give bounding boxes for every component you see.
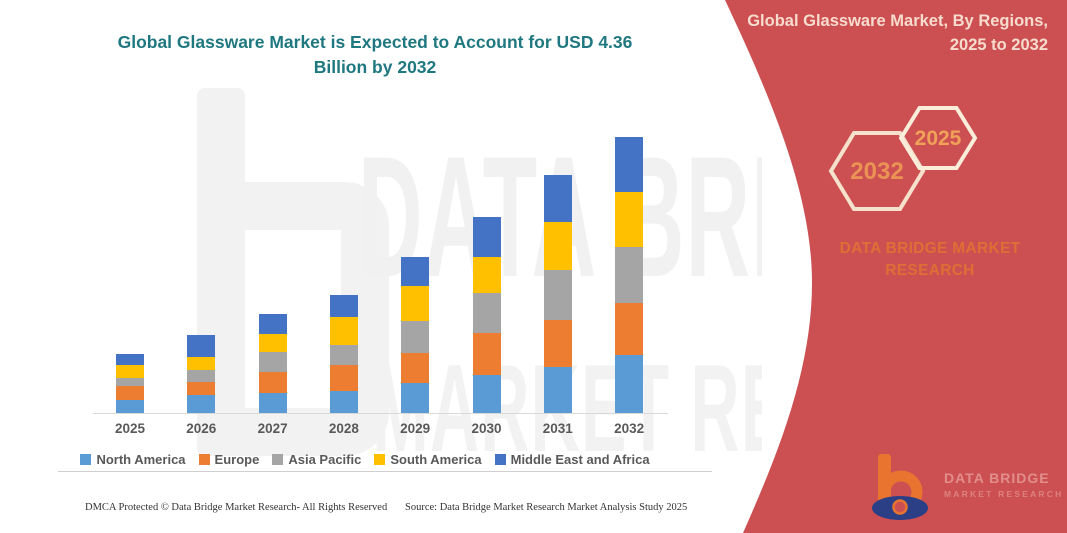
bar-segment-europe-2026 xyxy=(187,381,216,396)
x-tick-2026: 2026 xyxy=(186,421,217,436)
legend-item-north-america: North America xyxy=(80,452,186,467)
bar-segment-south-america-2031 xyxy=(543,221,572,270)
bar-segment-north-america-2025 xyxy=(116,399,144,413)
legend-swatch-europe xyxy=(198,454,210,465)
bar-segment-asia-pacific-2030 xyxy=(472,293,501,334)
bar-segment-north-america-2026 xyxy=(187,395,216,413)
x-tick-2025: 2025 xyxy=(114,421,146,436)
x-tick-2028: 2028 xyxy=(328,421,359,436)
hexagon-2032-label: 2032 xyxy=(850,158,903,185)
bar-segment-north-america-2027 xyxy=(258,392,287,413)
x-axis-line xyxy=(93,413,668,414)
legend-swatch-north-america xyxy=(80,454,92,465)
x-tick-2032: 2032 xyxy=(614,421,645,436)
databridge-logo-icon xyxy=(872,454,928,520)
x-tick-2031: 2031 xyxy=(542,421,573,436)
bar-segment-asia-pacific-2028 xyxy=(329,344,358,365)
legend-swatch-asia-pacific xyxy=(272,454,284,465)
bar-segment-middle-east-and-africa-2027 xyxy=(258,313,287,334)
legend-label-asia-pacific: Asia Pacific xyxy=(288,452,362,467)
x-tick-2029: 2029 xyxy=(400,421,431,436)
legend-label-middle-east-and-africa: Middle East and Africa xyxy=(510,452,650,467)
bar-segment-europe-2027 xyxy=(258,371,287,393)
hexagon-2025-label: 2025 xyxy=(915,127,962,150)
bar-segment-asia-pacific-2025 xyxy=(116,378,144,387)
hexagon-2032-outline xyxy=(828,131,926,211)
footer-divider xyxy=(58,471,712,472)
side-panel-background xyxy=(725,0,1067,533)
bar-segment-middle-east-and-africa-2026 xyxy=(187,334,216,357)
bar-segment-europe-2025 xyxy=(116,386,144,400)
legend-label-europe: Europe xyxy=(214,452,260,467)
plot-area: 2025 2026 2027 2028 2029 2030 2031 2032 xyxy=(93,137,668,436)
bar-segment-south-america-2030 xyxy=(472,257,501,294)
legend-item-asia-pacific: Asia Pacific xyxy=(272,452,361,467)
chart-title: Global Glassware Market is Expected to A… xyxy=(117,32,633,77)
bar-segment-north-america-2030 xyxy=(472,375,501,413)
chart-legend: North America Europe Asia Pacific South Ame… xyxy=(50,452,680,467)
bar-segment-middle-east-and-africa-2030 xyxy=(472,217,501,258)
source-text: Source: Data Bridge Market Research Mark… xyxy=(405,502,688,513)
logo-wordmark: DATA BRIDGE MARKET RESEARCH xyxy=(944,470,1063,499)
bar-segment-south-america-2032 xyxy=(615,192,644,248)
bar-segment-south-america-2028 xyxy=(329,316,358,345)
bar-segment-north-america-2031 xyxy=(543,366,572,413)
bar-segment-middle-east-and-africa-2031 xyxy=(543,174,572,222)
bar-segment-europe-2029 xyxy=(401,353,430,384)
side-panel-title: Global Glassware Market, By Regions, 202… xyxy=(747,12,1048,54)
logo-wordmark-line1: DATA BRIDGE xyxy=(944,470,1050,486)
x-tick-2027: 2027 xyxy=(257,421,288,436)
legend-item-south-america: South America xyxy=(374,452,482,467)
x-tick-2030: 2030 xyxy=(471,421,502,436)
legend-swatch-middle-east-and-africa xyxy=(494,454,506,465)
year-hexagons: 2032 2025 xyxy=(828,106,978,211)
logo-wordmark-line2: MARKET RESEARCH xyxy=(944,489,1064,499)
bar-segment-middle-east-and-africa-2028 xyxy=(329,294,358,317)
bar-segment-south-america-2025 xyxy=(116,364,144,379)
bar-segment-asia-pacific-2026 xyxy=(187,369,216,382)
bar-segment-south-america-2026 xyxy=(187,356,216,370)
bar-segment-asia-pacific-2032 xyxy=(615,247,644,303)
bar-segment-europe-2028 xyxy=(329,364,358,391)
legend-item-europe: Europe xyxy=(198,452,260,467)
bar-segment-asia-pacific-2027 xyxy=(258,351,287,372)
dmca-copyright-text: DMCA Protected © Data Bridge Market Rese… xyxy=(85,502,388,513)
brand-name-text: DATA BRIDGE MARKET RESEARCH xyxy=(839,240,1021,280)
hexagon-2025-outline xyxy=(898,106,978,170)
bar-segment-north-america-2028 xyxy=(329,390,358,413)
bar-segment-north-america-2032 xyxy=(615,354,644,413)
bar-segment-south-america-2029 xyxy=(401,285,430,321)
legend-swatch-south-america xyxy=(374,454,386,465)
bar-segment-middle-east-and-africa-2032 xyxy=(615,137,644,193)
bar-segment-europe-2031 xyxy=(543,319,572,367)
legend-item-middle-east-and-africa: Middle East and Africa xyxy=(494,452,650,467)
bar-segment-asia-pacific-2031 xyxy=(543,269,572,320)
legend-label-north-america: North America xyxy=(96,452,186,467)
bar-segment-middle-east-and-africa-2025 xyxy=(116,354,144,365)
bar-segment-europe-2032 xyxy=(615,302,644,355)
bar-segment-asia-pacific-2029 xyxy=(401,320,430,354)
bar-segment-north-america-2029 xyxy=(401,383,430,413)
bar-segment-south-america-2027 xyxy=(258,333,287,352)
bar-segment-middle-east-and-africa-2029 xyxy=(401,256,430,286)
legend-label-south-america: South America xyxy=(390,452,482,467)
bar-segment-europe-2030 xyxy=(472,333,501,375)
